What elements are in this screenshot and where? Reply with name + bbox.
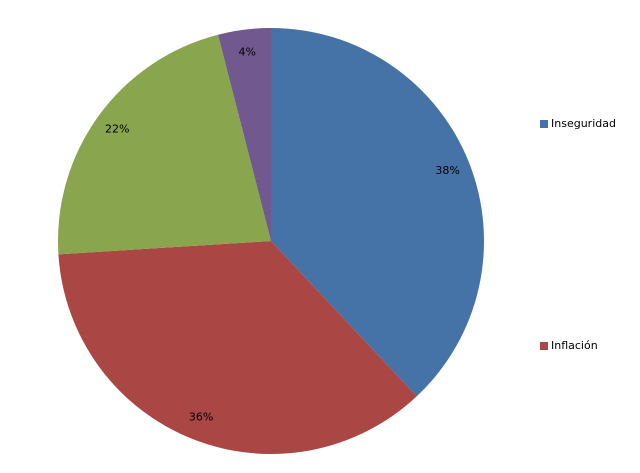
data-label: 36%: [189, 411, 213, 424]
legend-label: Inflación: [551, 339, 598, 352]
legend-swatch: [540, 342, 548, 350]
legend-swatch: [540, 120, 548, 128]
pie-slice: [218, 28, 271, 241]
data-label: 38%: [435, 164, 459, 177]
data-label: 22%: [105, 122, 129, 135]
pie-slice: [58, 241, 417, 454]
legend-label: Inseguridad: [551, 117, 616, 130]
pie-slice: [58, 34, 271, 255]
data-label: 4%: [238, 45, 255, 58]
pie-slice: [271, 28, 484, 397]
